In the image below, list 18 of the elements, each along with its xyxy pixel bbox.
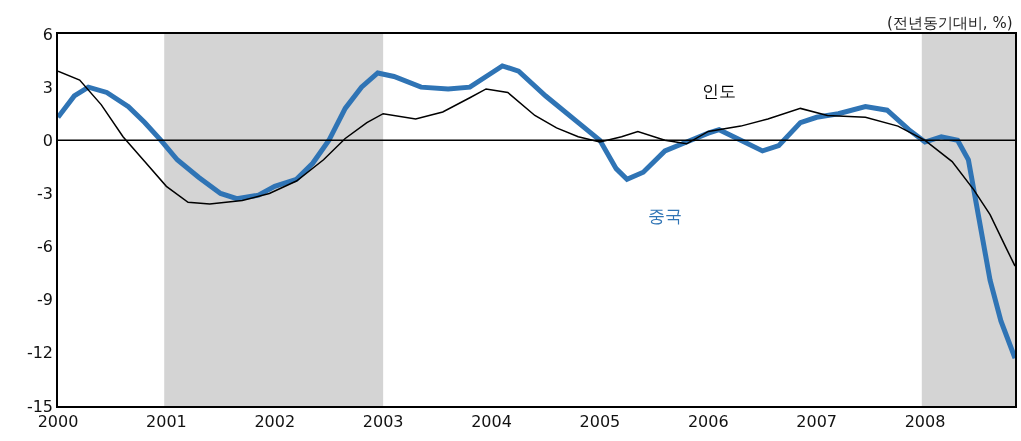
y-tick-label: -3: [37, 184, 54, 204]
x-tick-label: 2003: [362, 411, 404, 431]
y-tick-label: -6: [37, 237, 54, 257]
y-tick-label: -9: [37, 290, 54, 310]
y-axis-title: (전년동기대비, %): [887, 14, 1013, 32]
x-tick-label: 2002: [254, 411, 296, 431]
y-tick-label: 0: [42, 130, 54, 150]
y-tick-label: 6: [42, 24, 54, 44]
x-tick-label: 2004: [471, 411, 512, 431]
x-tick-label: 2007: [796, 411, 838, 431]
x-tick-label: 2006: [687, 411, 729, 431]
y-tick-label: 3: [42, 77, 54, 97]
x-tick-label: 2008: [904, 411, 946, 431]
y-tick-label: -12: [26, 343, 54, 363]
x-tick-label: 2001: [146, 411, 187, 431]
x-tick-label: 2005: [579, 411, 621, 431]
series-label: 인도: [702, 81, 736, 101]
series-label: 중국: [648, 206, 682, 226]
